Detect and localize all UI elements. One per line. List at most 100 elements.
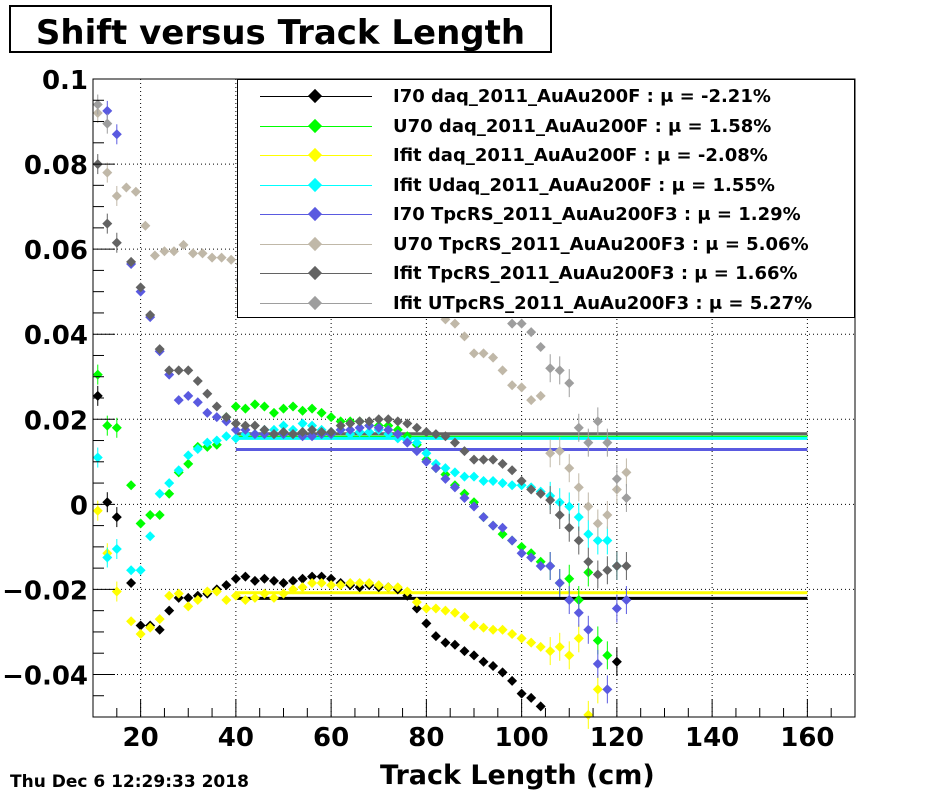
data-point <box>168 246 179 257</box>
data-point <box>345 578 356 589</box>
data-point <box>430 631 441 642</box>
data-point <box>526 484 537 495</box>
data-point <box>178 239 189 250</box>
data-point <box>411 422 422 433</box>
data-point <box>183 365 194 376</box>
data-point <box>297 405 308 416</box>
data-point <box>221 595 232 606</box>
data-point <box>469 454 479 465</box>
data-point <box>411 597 422 608</box>
data-point <box>145 622 156 633</box>
data-point <box>297 427 308 438</box>
data-point <box>564 522 575 533</box>
x-tick-labels: 20 40 60 80 100 120 140 160 <box>123 723 835 753</box>
data-point <box>383 414 394 425</box>
data-point <box>478 348 489 359</box>
data-point <box>216 252 227 263</box>
data-point <box>297 418 308 429</box>
data-point <box>354 578 365 589</box>
data-point <box>535 701 546 712</box>
data-point <box>335 420 346 431</box>
data-point <box>259 588 270 599</box>
data-point <box>354 416 365 427</box>
data-point <box>345 418 356 429</box>
data-point <box>126 565 137 576</box>
data-point <box>164 488 175 499</box>
data-point <box>602 437 613 448</box>
data-point <box>583 624 594 635</box>
data-point <box>326 580 337 591</box>
data-point <box>154 624 165 635</box>
data-point <box>259 573 270 584</box>
data-point <box>373 580 384 591</box>
data-point <box>535 390 546 401</box>
data-point <box>192 375 203 386</box>
data-point <box>135 518 146 529</box>
data-point <box>497 478 508 489</box>
data-point <box>192 595 203 606</box>
data-point <box>497 458 508 469</box>
data-point <box>611 473 622 484</box>
y-tick-label: −0.04 <box>2 661 88 691</box>
data-point <box>526 395 537 406</box>
data-point <box>411 446 422 457</box>
data-point <box>421 448 432 459</box>
data-point <box>383 424 394 435</box>
data-point <box>592 684 603 695</box>
data-point <box>102 497 113 508</box>
x-axis-title: Track Length (cm) <box>380 760 655 791</box>
data-point <box>621 561 632 572</box>
data-point <box>249 420 260 431</box>
data-point <box>564 573 575 584</box>
data-point <box>516 633 527 644</box>
data-point <box>488 660 499 671</box>
data-point <box>278 427 289 438</box>
data-point <box>183 450 194 461</box>
x-tick-label: 80 <box>408 723 444 753</box>
data-point <box>316 407 327 418</box>
data-point <box>326 427 337 438</box>
data-point <box>459 471 470 482</box>
data-point <box>497 522 508 533</box>
data-point <box>411 603 422 614</box>
data-point <box>154 344 165 355</box>
x-tick-label: 140 <box>685 723 739 753</box>
data-point <box>469 471 479 482</box>
data-point <box>307 424 318 435</box>
data-point <box>554 641 565 652</box>
legend-marker <box>307 118 323 133</box>
data-point <box>497 624 508 635</box>
data-point <box>268 592 279 603</box>
data-point <box>135 620 146 631</box>
data-point <box>149 250 160 261</box>
data-point <box>121 182 132 193</box>
data-point <box>111 543 122 554</box>
data-point <box>402 437 413 448</box>
legend-label: Ifit UTpcRS_2011_AuAu200F3 : μ = 5.27% <box>393 292 813 314</box>
data-point <box>373 422 384 433</box>
data-point <box>92 452 103 463</box>
data-point <box>345 424 356 435</box>
data-point <box>545 646 556 657</box>
data-point <box>430 463 441 474</box>
series-3 <box>92 418 622 581</box>
data-point <box>573 422 584 433</box>
data-point <box>449 607 460 618</box>
data-point <box>307 571 318 582</box>
data-point <box>135 565 146 576</box>
data-point <box>288 584 299 595</box>
legend-label: I70 daq_2011_AuAu200F : μ = -2.21% <box>393 86 771 107</box>
data-point <box>478 512 489 523</box>
data-point <box>111 586 122 597</box>
data-point <box>249 429 260 440</box>
data-point <box>507 480 518 491</box>
legend-marker <box>307 236 323 251</box>
series-2 <box>92 500 603 729</box>
data-point <box>421 618 432 629</box>
data-point <box>183 601 194 612</box>
data-point <box>583 556 594 567</box>
data-point <box>516 548 527 559</box>
data-point <box>621 595 632 606</box>
data-point <box>240 571 251 582</box>
data-point <box>488 520 499 531</box>
